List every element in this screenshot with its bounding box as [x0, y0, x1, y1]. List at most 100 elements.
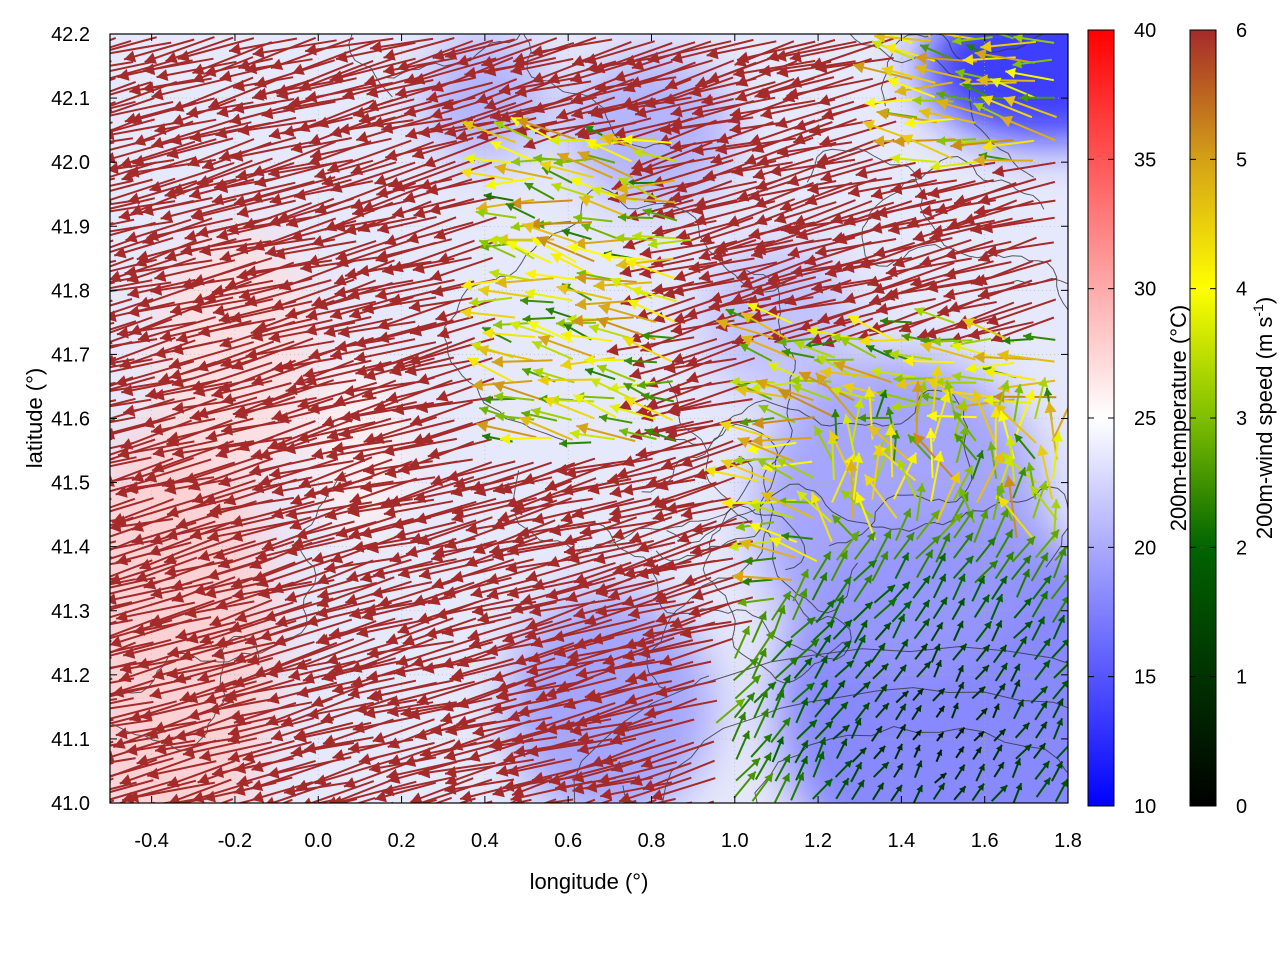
wind-vector	[468, 296, 513, 307]
wind-vector	[204, 579, 274, 599]
wind-vector	[171, 337, 233, 355]
wind-vector	[472, 716, 553, 738]
wind-vector	[110, 36, 157, 51]
wind-vector	[937, 301, 997, 317]
wind-vector	[364, 596, 453, 616]
x-tick-label: 0.4	[471, 830, 499, 852]
wind-vector	[874, 529, 892, 561]
wind-vector	[110, 320, 137, 331]
wind-vector	[833, 360, 892, 384]
wind-vector	[110, 60, 157, 73]
wind-vector	[266, 801, 277, 803]
wind-vector	[1034, 377, 1048, 420]
wind-vector	[466, 357, 515, 384]
wind-vector	[483, 192, 514, 202]
y-tick-label: 41.4	[51, 537, 90, 559]
wind-vector	[335, 516, 395, 538]
wind-vector	[110, 398, 152, 408]
wind-vector	[911, 380, 924, 443]
wind-vector	[839, 337, 877, 359]
wind-vector	[110, 556, 113, 559]
wind-vector	[129, 698, 194, 723]
wind-vector	[751, 772, 774, 802]
wind-vector	[850, 717, 862, 739]
wind-vector	[1011, 758, 1021, 779]
wind-vector	[600, 781, 673, 801]
wind-vector	[671, 340, 735, 365]
wind-vector	[110, 161, 157, 178]
x-tick-label: 1.8	[1054, 830, 1082, 852]
wind-vector	[121, 377, 193, 397]
wind-vector	[682, 801, 693, 803]
wind-vector	[931, 552, 947, 580]
wind-vector	[532, 500, 618, 525]
wind-vector	[615, 257, 674, 271]
wind-vector	[293, 359, 355, 386]
wind-vector	[110, 180, 133, 187]
wind-vector	[244, 259, 333, 278]
wind-vector	[833, 576, 852, 604]
temperature-colorbar-tick-label: 30	[1134, 279, 1156, 301]
wind-vector	[914, 599, 931, 622]
wind-vector	[110, 576, 156, 589]
wind-vector	[470, 578, 534, 599]
wind-vector	[363, 701, 434, 719]
wind-vector	[1023, 332, 1056, 341]
wind-vector	[751, 611, 767, 643]
contour-line	[675, 389, 973, 547]
wind-vector	[987, 441, 998, 479]
wind-vector	[935, 512, 964, 541]
wind-vector	[775, 674, 792, 702]
wind-vector	[733, 455, 775, 466]
wind-vector	[110, 519, 116, 522]
temperature-colorbar-tick-label: 35	[1134, 149, 1156, 171]
wind-vector	[476, 120, 558, 142]
wind-vector	[476, 420, 537, 439]
wind-vector	[507, 536, 593, 556]
wind-vector	[644, 428, 676, 442]
wind-vector	[381, 117, 453, 134]
wind-vector	[1012, 782, 1023, 803]
wind-vector	[251, 319, 333, 342]
wind-vector	[314, 799, 332, 803]
wind-vector	[924, 317, 993, 340]
wind-vector	[774, 772, 791, 803]
wind-vector	[217, 436, 293, 453]
wind-vector	[936, 731, 945, 742]
wind-vector	[387, 701, 457, 718]
wind-vector	[314, 159, 374, 180]
wind-vector	[1054, 778, 1068, 802]
wind-vector	[852, 601, 874, 622]
wind-vector	[514, 80, 592, 98]
wind-vector	[199, 240, 272, 257]
wind-vector	[410, 777, 474, 803]
wind-vector	[927, 179, 994, 199]
wind-vector	[851, 779, 865, 801]
wind-vector	[110, 578, 136, 586]
wind-vector	[774, 40, 857, 62]
wind-vector	[125, 739, 196, 756]
wind-vector	[293, 180, 373, 201]
wind-vector	[642, 208, 678, 222]
wind-vector	[973, 199, 1056, 217]
wind-vector	[897, 458, 918, 499]
wind-vector	[268, 159, 354, 179]
wind-vector	[435, 377, 495, 402]
wind-vector	[513, 739, 594, 757]
wind-vector	[269, 178, 352, 205]
wind-vector	[110, 581, 193, 605]
wind-vector	[305, 300, 377, 321]
wind-colorbar-tick-label: 0	[1236, 796, 1247, 818]
wind-vector	[110, 299, 113, 303]
wind-vector	[492, 776, 553, 798]
wind-vector	[814, 736, 827, 763]
wind-vector	[1051, 760, 1064, 782]
wind-vector	[375, 238, 453, 262]
wind-vector	[759, 60, 832, 77]
wind-vector	[714, 240, 776, 256]
wind-vector	[709, 281, 773, 304]
wind-vector	[189, 397, 274, 422]
wind-vector	[559, 439, 592, 448]
wind-vector	[632, 148, 677, 162]
wind-vector	[110, 39, 132, 49]
